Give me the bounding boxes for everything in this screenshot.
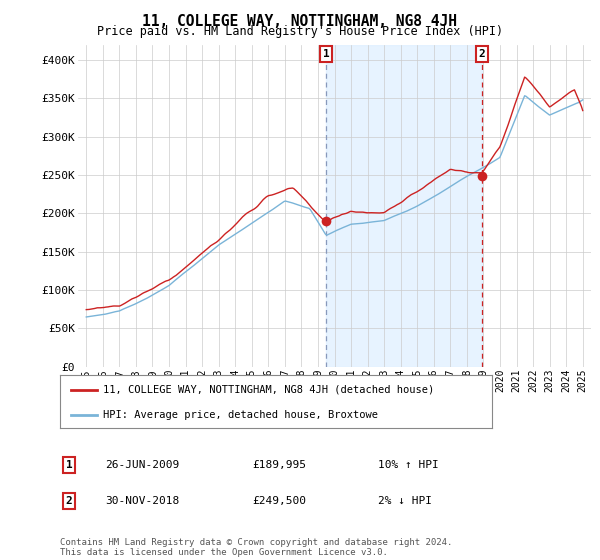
Bar — [326, 45, 482, 367]
Text: 2: 2 — [479, 49, 485, 59]
Text: 1: 1 — [65, 460, 73, 470]
Text: £249,500: £249,500 — [252, 496, 306, 506]
Text: 26-JUN-2009: 26-JUN-2009 — [105, 460, 179, 470]
Text: 11, COLLEGE WAY, NOTTINGHAM, NG8 4JH (detached house): 11, COLLEGE WAY, NOTTINGHAM, NG8 4JH (de… — [103, 385, 434, 395]
Text: 10% ↑ HPI: 10% ↑ HPI — [378, 460, 439, 470]
Text: HPI: Average price, detached house, Broxtowe: HPI: Average price, detached house, Brox… — [103, 410, 378, 420]
Text: 1: 1 — [323, 49, 329, 59]
Text: 2% ↓ HPI: 2% ↓ HPI — [378, 496, 432, 506]
Text: 30-NOV-2018: 30-NOV-2018 — [105, 496, 179, 506]
Text: 2: 2 — [65, 496, 73, 506]
Text: £189,995: £189,995 — [252, 460, 306, 470]
Text: Price paid vs. HM Land Registry's House Price Index (HPI): Price paid vs. HM Land Registry's House … — [97, 25, 503, 38]
Text: Contains HM Land Registry data © Crown copyright and database right 2024.
This d: Contains HM Land Registry data © Crown c… — [60, 538, 452, 557]
Text: 11, COLLEGE WAY, NOTTINGHAM, NG8 4JH: 11, COLLEGE WAY, NOTTINGHAM, NG8 4JH — [143, 14, 458, 29]
